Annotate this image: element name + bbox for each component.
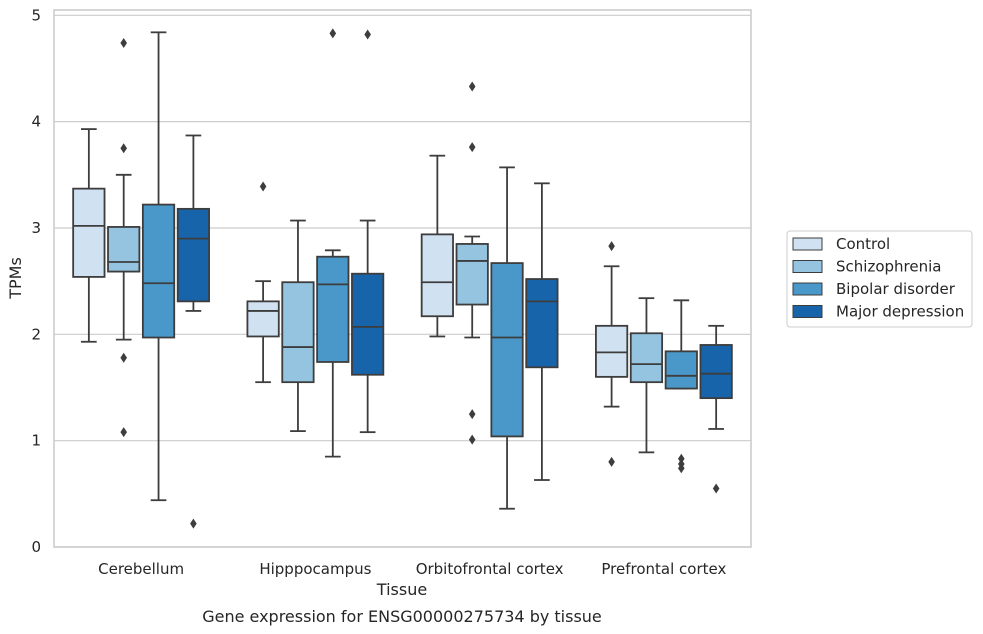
series-major-depression — [176, 29, 733, 529]
outlier-point — [259, 181, 267, 192]
box — [525, 182, 559, 481]
box-body — [141, 203, 176, 339]
box — [72, 128, 106, 343]
y-tick-label: 2 — [31, 325, 41, 343]
legend-swatch — [792, 260, 823, 273]
x-tick-label: Orbitofrontal cortex — [416, 560, 564, 578]
x-tick-label: Cerebellum — [98, 560, 184, 578]
outlier-point — [678, 463, 685, 474]
legend-swatch — [792, 305, 823, 318]
outlier-point — [120, 143, 127, 154]
box — [664, 299, 698, 474]
outlier-point — [120, 427, 127, 438]
legend-swatch — [792, 237, 823, 251]
box-body — [72, 187, 106, 278]
y-tick-label: 0 — [31, 538, 41, 556]
x-tick-label: Hipppocampus — [259, 560, 371, 578]
legend-label: Major depression — [836, 303, 964, 321]
legend-label: Control — [836, 235, 890, 253]
outlier-point — [678, 453, 685, 464]
outlier-point — [608, 456, 615, 467]
outlier-point — [608, 241, 615, 252]
x-tick-label: Prefrontal cortex — [601, 560, 726, 578]
y-tick-label: 3 — [31, 219, 41, 237]
box — [351, 29, 385, 434]
box-body — [699, 344, 733, 400]
box-series-group — [72, 28, 733, 529]
legend-item: Schizophrenia — [792, 258, 941, 276]
box-body — [351, 272, 385, 376]
box-body — [316, 255, 350, 363]
box — [246, 181, 280, 384]
box — [141, 31, 176, 502]
box — [107, 37, 141, 438]
box-body — [107, 226, 141, 273]
legend-item: Bipolar disorder — [792, 280, 956, 298]
box-body — [176, 207, 210, 303]
y-axis-label: TPMs — [6, 257, 25, 300]
box-body — [595, 324, 629, 378]
box — [699, 324, 733, 494]
box — [316, 28, 350, 458]
box — [420, 154, 454, 338]
box — [281, 219, 315, 432]
outlier-point — [468, 81, 476, 92]
box-body — [664, 350, 698, 390]
series-schizophrenia — [107, 37, 664, 454]
box-body — [420, 233, 454, 318]
box — [595, 241, 629, 467]
legend-frame — [786, 230, 973, 328]
legend-label: Bipolar disorder — [836, 280, 956, 298]
x-tick-labels: Cerebellum Hipppocampus Orbitofrontal cort… — [98, 560, 726, 578]
box-body — [246, 300, 280, 338]
outlier-point — [468, 434, 476, 445]
outlier-point — [364, 29, 371, 40]
box-body — [490, 262, 524, 438]
legend: Control Schizophrenia Bipolar disorder Majo… — [786, 230, 973, 328]
chart-caption: Gene expression for ENSG00000275734 by t… — [202, 607, 602, 626]
outlier-point — [190, 518, 197, 529]
box — [176, 134, 210, 529]
outlier-point — [120, 37, 127, 48]
y-tick-label: 1 — [31, 432, 41, 450]
box — [490, 166, 524, 510]
y-tick-labels: 0 1 2 3 4 5 — [31, 6, 41, 556]
outlier-point — [712, 483, 720, 494]
outlier-point — [120, 352, 127, 363]
outlier-point — [468, 409, 476, 420]
legend-label: Schizophrenia — [836, 258, 941, 276]
box-body — [629, 332, 664, 384]
box — [629, 297, 664, 454]
box-body — [455, 243, 489, 306]
outlier-point — [329, 28, 337, 39]
series-bipolar-disorder — [141, 28, 698, 510]
y-tick-label: 4 — [31, 113, 41, 131]
series-control — [72, 128, 629, 467]
box — [455, 81, 489, 445]
y-tick-label: 5 — [31, 6, 41, 24]
x-axis-label: Tissue — [376, 580, 427, 599]
legend-item: Control — [792, 235, 890, 253]
outlier-point — [468, 142, 476, 153]
legend-swatch — [792, 282, 823, 296]
box-body — [281, 281, 315, 384]
plot-frame — [53, 9, 752, 548]
box-body — [525, 278, 559, 369]
legend-item: Major depression — [792, 303, 964, 321]
